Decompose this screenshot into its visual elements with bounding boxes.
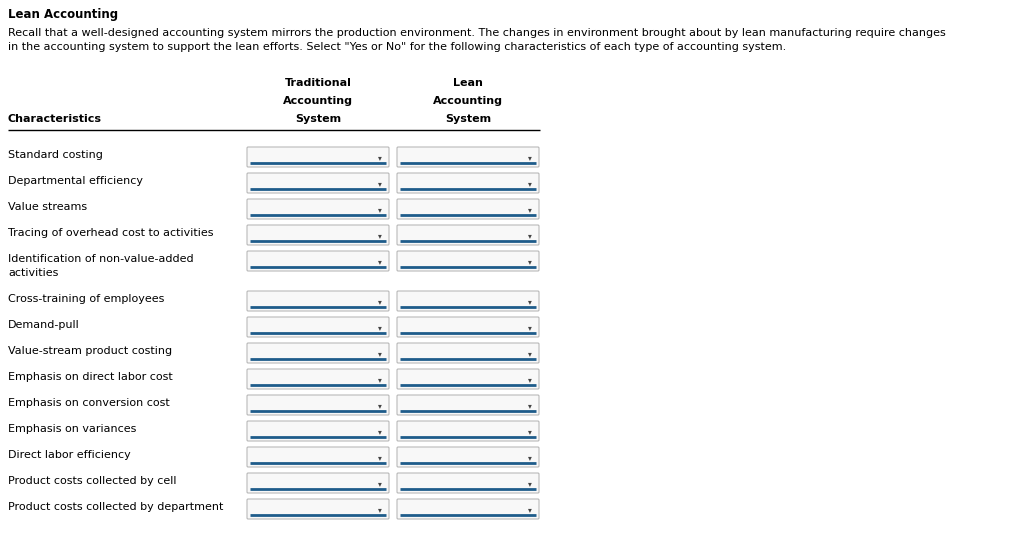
FancyBboxPatch shape [397, 421, 539, 441]
Text: ▾: ▾ [378, 401, 382, 410]
Text: System: System [295, 114, 341, 124]
FancyBboxPatch shape [247, 199, 388, 219]
Text: ▾: ▾ [528, 350, 532, 358]
FancyBboxPatch shape [247, 395, 388, 415]
Text: ▾: ▾ [528, 401, 532, 410]
Text: Product costs collected by department: Product costs collected by department [8, 502, 224, 512]
Text: ▾: ▾ [528, 206, 532, 214]
Text: ▾: ▾ [528, 428, 532, 437]
Text: ▾: ▾ [378, 179, 382, 189]
Text: Standard costing: Standard costing [8, 150, 103, 160]
FancyBboxPatch shape [247, 499, 388, 519]
FancyBboxPatch shape [397, 499, 539, 519]
FancyBboxPatch shape [397, 369, 539, 389]
Text: Product costs collected by cell: Product costs collected by cell [8, 476, 177, 486]
Text: Accounting: Accounting [433, 96, 503, 106]
Text: ▾: ▾ [378, 453, 382, 463]
Text: activities: activities [8, 268, 58, 278]
FancyBboxPatch shape [397, 225, 539, 245]
Text: Emphasis on direct labor cost: Emphasis on direct labor cost [8, 372, 173, 382]
Text: ▾: ▾ [378, 231, 382, 241]
Text: Recall that a well-designed accounting system mirrors the production environment: Recall that a well-designed accounting s… [8, 28, 946, 38]
Text: ▾: ▾ [528, 480, 532, 488]
Text: ▾: ▾ [528, 505, 532, 515]
Text: Demand-pull: Demand-pull [8, 320, 79, 330]
FancyBboxPatch shape [247, 473, 388, 493]
Text: ▾: ▾ [528, 179, 532, 189]
FancyBboxPatch shape [397, 173, 539, 193]
Text: ▾: ▾ [528, 453, 532, 463]
Text: ▾: ▾ [528, 154, 532, 162]
Text: ▾: ▾ [378, 154, 382, 162]
Text: Accounting: Accounting [283, 96, 353, 106]
Text: ▾: ▾ [378, 206, 382, 214]
Text: Identification of non-value-added: Identification of non-value-added [8, 254, 193, 264]
Text: Traditional: Traditional [285, 78, 352, 88]
Text: ▾: ▾ [378, 480, 382, 488]
Text: Emphasis on variances: Emphasis on variances [8, 424, 136, 434]
Text: ▾: ▾ [528, 258, 532, 266]
Text: Value-stream product costing: Value-stream product costing [8, 346, 172, 356]
Text: Lean Accounting: Lean Accounting [8, 8, 118, 21]
FancyBboxPatch shape [247, 147, 388, 167]
Text: ▾: ▾ [378, 428, 382, 437]
FancyBboxPatch shape [397, 447, 539, 467]
Text: ▾: ▾ [528, 323, 532, 333]
FancyBboxPatch shape [397, 147, 539, 167]
FancyBboxPatch shape [397, 251, 539, 271]
FancyBboxPatch shape [247, 291, 388, 311]
Text: ▾: ▾ [528, 298, 532, 306]
Text: Cross-training of employees: Cross-training of employees [8, 294, 165, 304]
FancyBboxPatch shape [247, 225, 388, 245]
Text: ▾: ▾ [378, 505, 382, 515]
Text: Tracing of overhead cost to activities: Tracing of overhead cost to activities [8, 228, 214, 238]
Text: Emphasis on conversion cost: Emphasis on conversion cost [8, 398, 170, 408]
FancyBboxPatch shape [247, 343, 388, 363]
FancyBboxPatch shape [397, 473, 539, 493]
FancyBboxPatch shape [247, 369, 388, 389]
Text: ▾: ▾ [528, 375, 532, 385]
Text: ▾: ▾ [378, 350, 382, 358]
Text: Characteristics: Characteristics [8, 114, 102, 124]
Text: Departmental efficiency: Departmental efficiency [8, 176, 143, 186]
Text: Value streams: Value streams [8, 202, 87, 212]
Text: System: System [445, 114, 491, 124]
Text: ▾: ▾ [378, 258, 382, 266]
FancyBboxPatch shape [247, 173, 388, 193]
Text: in the accounting system to support the lean efforts. Select "Yes or No" for the: in the accounting system to support the … [8, 42, 786, 52]
Text: ▾: ▾ [378, 323, 382, 333]
FancyBboxPatch shape [247, 251, 388, 271]
FancyBboxPatch shape [397, 199, 539, 219]
Text: Lean: Lean [453, 78, 483, 88]
Text: ▾: ▾ [378, 375, 382, 385]
Text: ▾: ▾ [528, 231, 532, 241]
FancyBboxPatch shape [247, 317, 388, 337]
Text: Direct labor efficiency: Direct labor efficiency [8, 450, 131, 460]
FancyBboxPatch shape [397, 291, 539, 311]
FancyBboxPatch shape [247, 447, 388, 467]
FancyBboxPatch shape [397, 317, 539, 337]
Text: ▾: ▾ [378, 298, 382, 306]
FancyBboxPatch shape [397, 343, 539, 363]
FancyBboxPatch shape [397, 395, 539, 415]
FancyBboxPatch shape [247, 421, 388, 441]
